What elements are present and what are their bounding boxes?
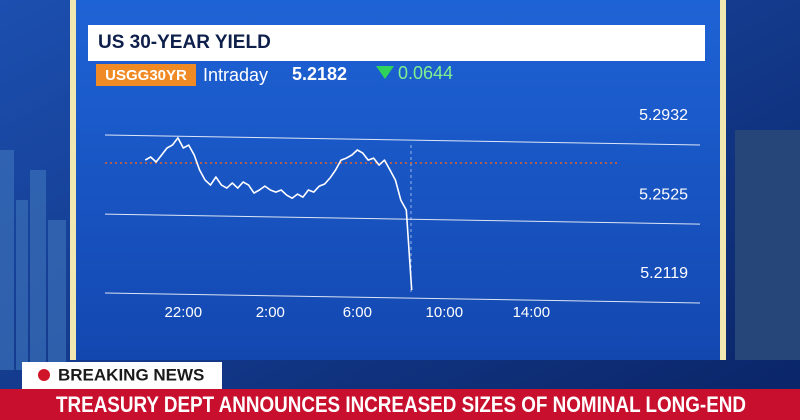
headline-bar — [0, 389, 800, 420]
title-bar — [88, 25, 705, 61]
y-tick-label: 5.2119 — [640, 265, 688, 282]
x-tick-label: 10:00 — [426, 304, 464, 321]
grid-line — [104, 134, 701, 146]
down-arrow — [376, 66, 394, 79]
y-tick-label: 5.2932 — [639, 107, 688, 124]
x-tick-label: 2:00 — [256, 304, 285, 321]
last-value: 5.2182 — [292, 64, 347, 84]
live-dot — [38, 369, 50, 381]
breaking-label: BREAKING NEWS — [58, 365, 204, 384]
ticker: USGG30YR — [105, 67, 187, 84]
ticker-badge — [96, 64, 196, 86]
city-skyline — [0, 150, 66, 370]
grid-line — [104, 213, 701, 225]
x-tick-label: 14:00 — [513, 304, 551, 321]
yield-line — [144, 137, 413, 291]
grid-line — [104, 292, 701, 304]
plot: 5.2119 5.2525 5.2932 22:00 2:00 6:00 10:00 14:0… — [104, 107, 701, 321]
x-tick-label: 22:00 — [165, 304, 203, 321]
change-value: 0.0644 — [398, 63, 453, 83]
headline: TREASURY DEPT ANNOUNCES INCREASED SIZES … — [56, 392, 746, 417]
x-tick-label: 6:00 — [343, 304, 372, 321]
y-tick-label: 5.2525 — [639, 186, 688, 203]
breaking-tab — [22, 362, 222, 389]
period: Intraday — [203, 65, 268, 85]
chart-title: US 30-YEAR YIELD — [98, 32, 271, 53]
right-building — [735, 130, 800, 360]
